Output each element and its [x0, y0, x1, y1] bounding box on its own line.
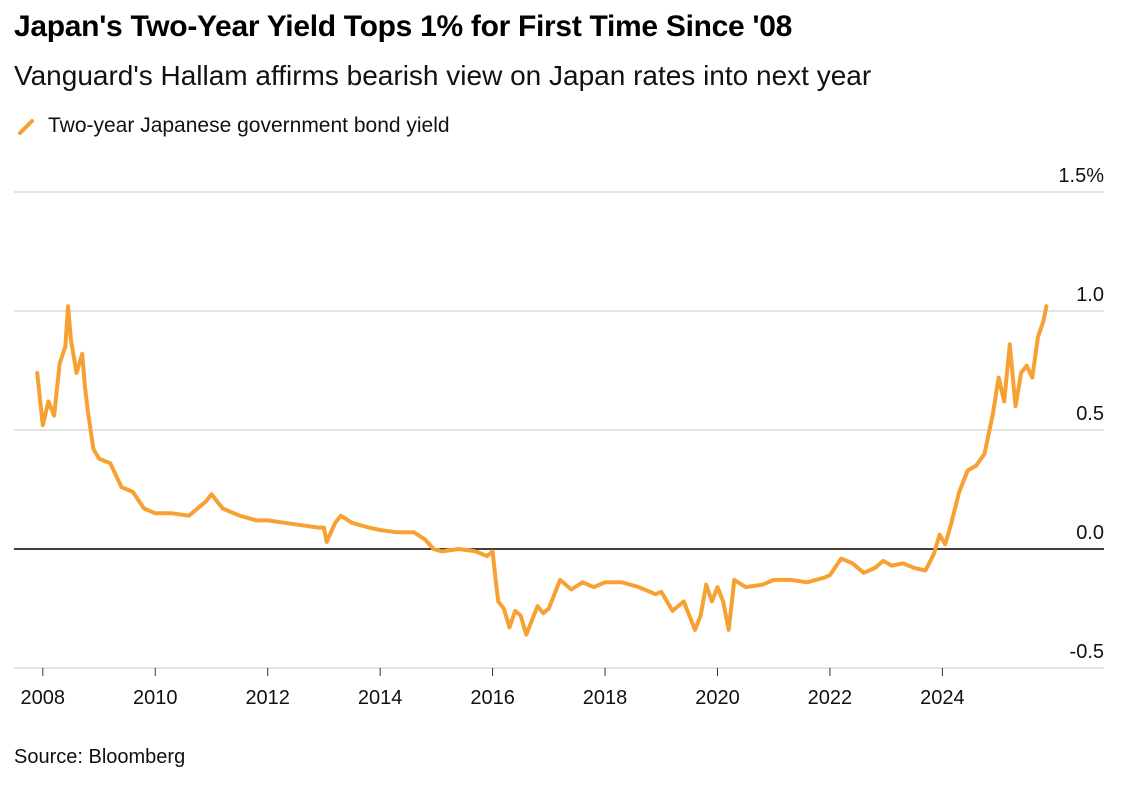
y-tick-label: 0.0: [1076, 522, 1104, 544]
legend: Two-year Japanese government bond yield: [16, 114, 450, 138]
x-tick-label: 2018: [583, 687, 628, 709]
chart-title: Japan's Two-Year Yield Tops 1% for First…: [14, 10, 793, 43]
chart-subtitle: Vanguard's Hallam affirms bearish view o…: [14, 60, 872, 91]
series-line: [35, 304, 1049, 637]
y-tick-label: 0.5: [1076, 403, 1104, 425]
x-tick-label: 2008: [21, 687, 66, 709]
x-tick-label: 2016: [470, 687, 515, 709]
x-tick-label: 2024: [920, 687, 965, 709]
x-tick-label: 2014: [358, 687, 403, 709]
y-tick-label: 1.0: [1076, 284, 1104, 306]
x-tick-label: 2010: [133, 687, 178, 709]
x-axis-labels: 2008 2010 2012 2014 2016 2018 2020 2022 2024: [21, 668, 965, 709]
legend-swatch-icon: [18, 119, 34, 135]
series-layer: [35, 304, 1049, 637]
gridlines: [14, 191, 1104, 669]
x-tick-label: 2020: [695, 687, 740, 709]
x-tick-label: 2012: [245, 687, 290, 709]
legend-label: Two-year Japanese government bond yield: [48, 114, 450, 137]
line-chart: 1.5%1.00.50.0-0.5 2008 2010 2012 2014 2016 20…: [14, 165, 1104, 709]
y-axis-labels: 1.5% 1.0 0.5 0.0 -0.5: [1058, 165, 1104, 663]
source-note: Source: Bloomberg: [14, 746, 186, 768]
x-tick-label: 2022: [808, 687, 853, 709]
y-tick-label: -0.5: [1070, 641, 1104, 663]
y-tick-label: 1.5%: [1058, 165, 1104, 187]
